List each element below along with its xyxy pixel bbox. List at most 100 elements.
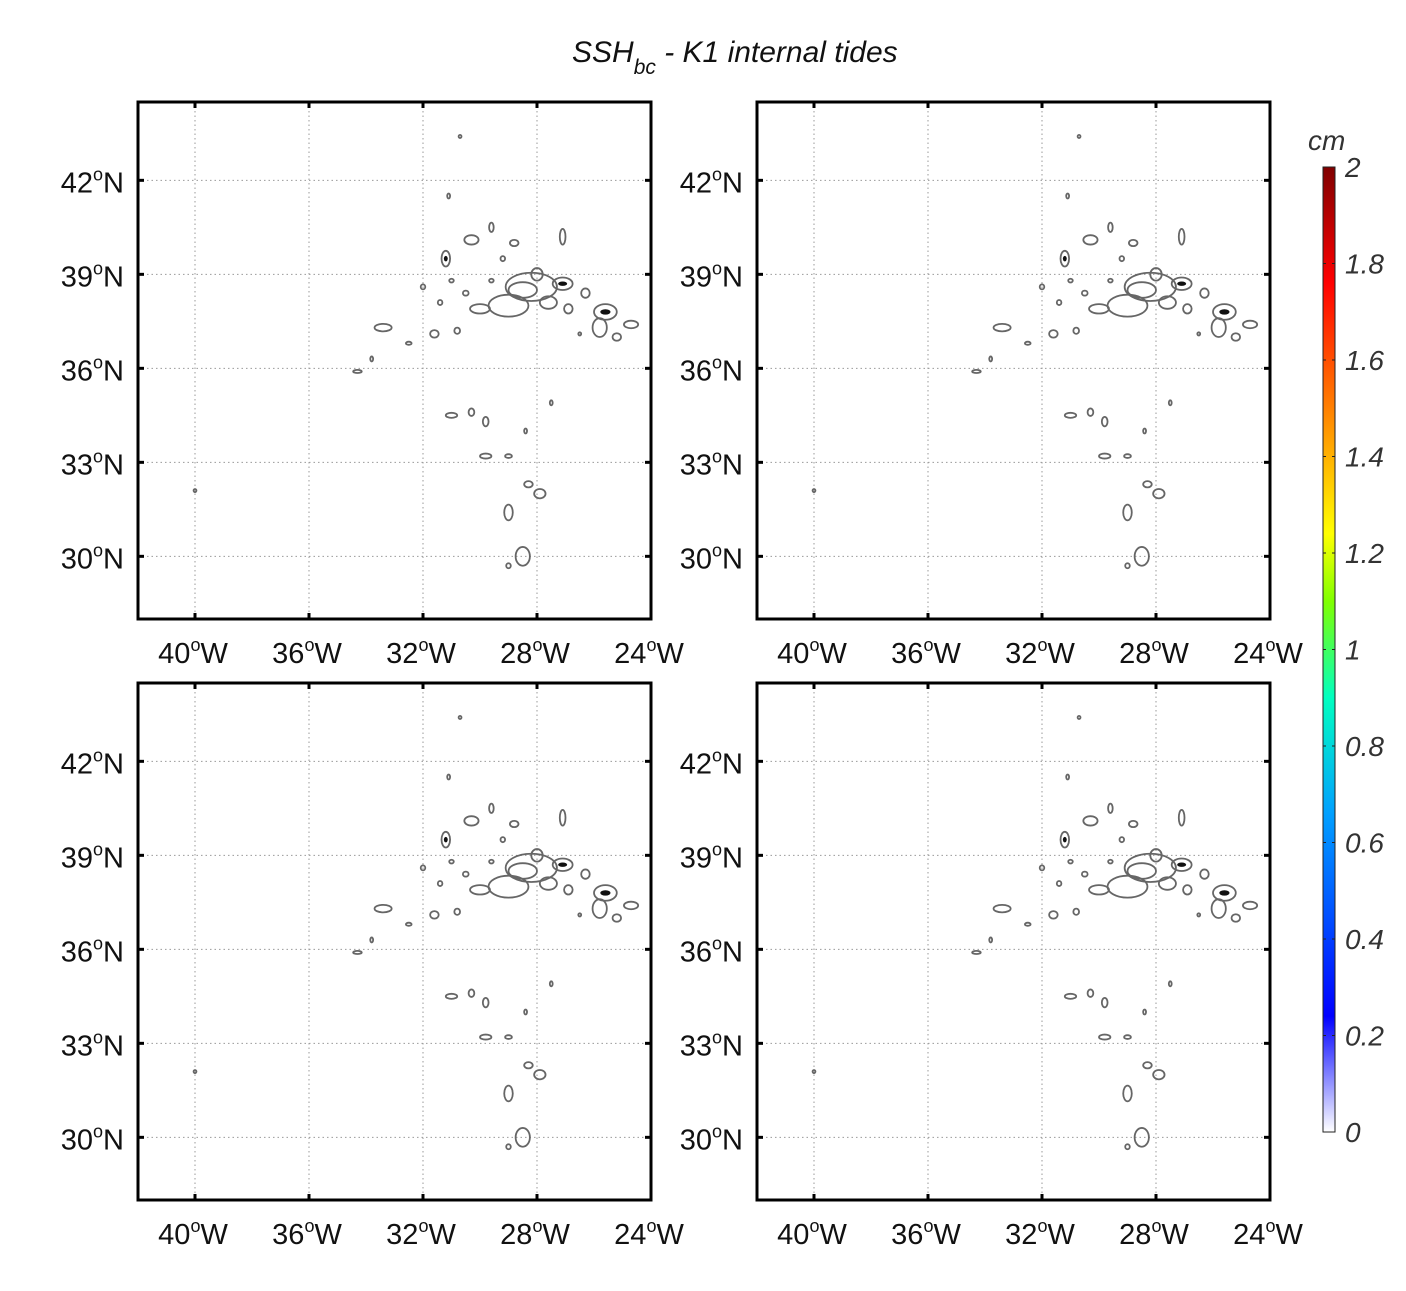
contour-feature — [373, 903, 393, 914]
contour-feature — [558, 228, 567, 246]
y-tick-label: 30oN — [680, 1121, 743, 1156]
contour-feature — [1038, 283, 1046, 291]
contour-peak — [1062, 255, 1067, 262]
contour-feature — [1107, 277, 1114, 284]
contour-feature — [1152, 488, 1166, 500]
contour-feature — [1157, 876, 1177, 891]
y-tick-label: 42oN — [680, 164, 743, 199]
x-tick-label: 32oW — [1005, 1216, 1075, 1251]
contour-feature — [580, 868, 591, 880]
contour-feature — [1107, 221, 1114, 233]
contour-feature — [593, 884, 618, 902]
contour-feature — [429, 329, 440, 339]
contour-feature — [503, 1084, 514, 1103]
y-tick-label: 36oN — [61, 352, 124, 387]
contour-feature — [419, 283, 427, 291]
contour-feature — [1230, 332, 1241, 342]
x-tick-label: 36oW — [891, 635, 961, 670]
contour-feature — [440, 830, 451, 849]
contour-feature — [1177, 228, 1186, 246]
colorbar-tick-label: 1 — [1345, 635, 1361, 666]
contour-feature — [192, 488, 198, 493]
colorbar-tick-label: 1.4 — [1345, 442, 1384, 473]
contour-feature — [1196, 912, 1202, 918]
contour-feature — [463, 234, 480, 246]
contour-feature — [488, 277, 495, 284]
x-tick-label: 28oW — [500, 1216, 570, 1251]
contour-feature — [1100, 415, 1109, 428]
contour-feature — [1170, 276, 1193, 291]
contour-feature — [1167, 980, 1173, 988]
contour-feature — [1055, 299, 1063, 306]
contour-feature — [530, 267, 544, 282]
contour-feature — [440, 249, 451, 268]
contour-feature — [1063, 992, 1078, 1000]
contour-feature — [1098, 452, 1112, 460]
contour-feature — [1182, 884, 1193, 896]
contour-feature — [1088, 303, 1110, 315]
contour-feature — [591, 898, 608, 919]
contour-feature — [1106, 874, 1149, 899]
contour-feature — [1048, 329, 1059, 339]
contour-feature — [1177, 809, 1186, 827]
contour-feature — [499, 255, 506, 263]
contour-feature — [548, 980, 554, 988]
contour-feature — [436, 299, 444, 306]
contour-feature — [1065, 773, 1070, 781]
contour-feature — [1212, 303, 1237, 321]
contour-feature — [1196, 331, 1202, 337]
contour-feature — [488, 221, 495, 233]
contour-feature — [487, 293, 530, 318]
contour-feature — [533, 488, 547, 500]
contour-feature — [1098, 1033, 1112, 1041]
contour-feature — [1149, 267, 1163, 282]
map-panel-1: 40oW 36oW 32oW 28oW 24oW 42oN 39oN 36oN 33oN 30oN — [61, 100, 684, 670]
contour-feature — [514, 546, 531, 567]
contour-feature — [1142, 1008, 1147, 1016]
contour-feature — [1072, 907, 1080, 916]
y-tick-label: 30oN — [61, 1121, 124, 1156]
contour-feature — [509, 819, 520, 829]
contour-feature — [1086, 407, 1095, 417]
contour-feature — [591, 317, 608, 338]
contour-feature — [1123, 453, 1132, 459]
contour-feature — [523, 480, 534, 489]
colorbar-tick-label: 1.6 — [1345, 345, 1384, 376]
contour-feature — [1067, 277, 1074, 284]
contour-feature — [479, 1033, 493, 1041]
colorbar-tick-label: 1.2 — [1345, 538, 1384, 569]
contour-feature — [1128, 819, 1139, 829]
contour-feature — [1024, 340, 1032, 346]
title-rest: - K1 internal tides — [656, 36, 898, 69]
contour-feature — [469, 884, 491, 896]
y-tick-label: 42oN — [61, 745, 124, 780]
contour-feature — [558, 809, 567, 827]
contour-feature — [1024, 921, 1032, 927]
colorbar-tick-label: 0 — [1345, 1117, 1361, 1148]
y-tick-label: 30oN — [61, 540, 124, 575]
x-tick-label: 40oW — [158, 635, 228, 670]
contour-feature — [461, 289, 470, 297]
y-tick-label: 33oN — [680, 1027, 743, 1062]
contour-feature — [1242, 319, 1259, 330]
contour-feature — [457, 133, 463, 139]
contour-feature — [1048, 910, 1059, 920]
contour-feature — [1124, 1143, 1131, 1151]
contour-feature — [1076, 715, 1082, 720]
colorbar-tick-label: 0.4 — [1345, 924, 1384, 955]
contour-feature — [1107, 802, 1114, 814]
colorbar-tick-label: 0.2 — [1345, 1021, 1384, 1052]
y-tick-label: 39oN — [61, 839, 124, 874]
contour-feature — [463, 815, 480, 827]
contour-feature — [1128, 238, 1139, 248]
contour-feature — [1157, 295, 1177, 310]
contour-feature — [436, 880, 444, 887]
contour-feature — [811, 488, 817, 493]
contour-feature — [499, 836, 506, 844]
contour-feature — [429, 910, 440, 920]
contour-feature — [611, 332, 622, 342]
contour-feature — [811, 1069, 817, 1075]
x-tick-label: 32oW — [1005, 635, 1075, 670]
contour-feature — [504, 453, 513, 459]
contour-feature — [488, 858, 495, 865]
